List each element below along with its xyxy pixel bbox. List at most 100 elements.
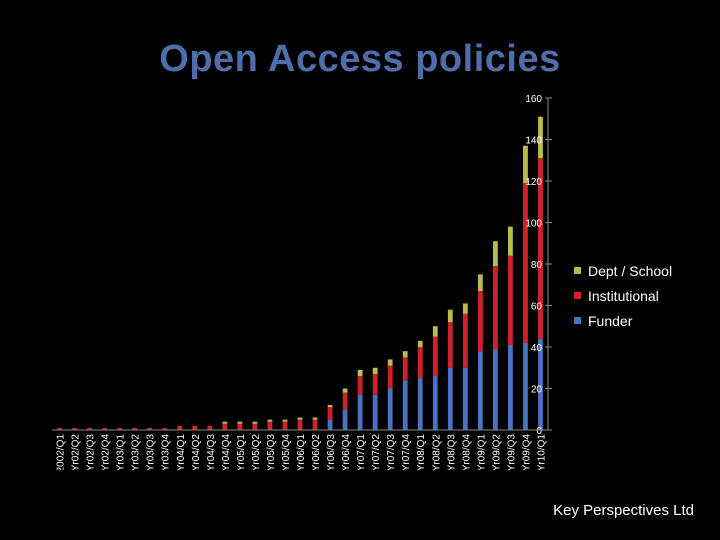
x-tick-label: Yr05/Q2 bbox=[251, 434, 262, 470]
bar-segment-institutional bbox=[447, 322, 453, 368]
bar-segment-funder bbox=[327, 419, 333, 430]
bar-segment-institutional bbox=[492, 266, 498, 350]
bar-segment-funder bbox=[508, 344, 513, 430]
bar-segment-institutional bbox=[252, 423, 258, 430]
x-tick-label: Yr07/Q3 bbox=[386, 434, 397, 470]
bar-segment-funder bbox=[462, 367, 468, 430]
legend-item-funder: Funder bbox=[574, 308, 672, 333]
y-tick-label: 0 bbox=[536, 426, 542, 437]
y-tick-label: 40 bbox=[531, 343, 543, 354]
bar-segment-institutional bbox=[237, 423, 243, 430]
x-tick-label: Yr04/Q4 bbox=[221, 434, 232, 470]
bar-segment-funder bbox=[523, 342, 528, 430]
x-tick-label: Yr04/Q1 bbox=[176, 434, 187, 470]
bar-segment-dept-school bbox=[462, 303, 468, 314]
bar-segment-funder bbox=[477, 351, 483, 430]
bar-segment-institutional bbox=[102, 427, 108, 430]
x-tick-label: Yr08/Q3 bbox=[446, 434, 457, 470]
x-axis: Y2002/Q1 Yr02/Q2 Yr02/Q3 Yr02/Q4 Yr03/Q1 Yr03… bbox=[52, 429, 548, 470]
x-tick-label: Y2002/Q1 bbox=[56, 434, 67, 470]
bar-segment-dept-school bbox=[417, 340, 423, 347]
y-tick-label: 120 bbox=[525, 177, 542, 188]
bar-segment-dept-school bbox=[357, 369, 363, 377]
x-tick-label: Yr06/Q3 bbox=[326, 434, 337, 470]
x-tick-label: Yr10/Q1 bbox=[536, 434, 547, 470]
y-tick-label: 100 bbox=[525, 219, 542, 230]
x-tick-label: Yr08/Q1 bbox=[416, 434, 427, 470]
bar-segment-institutional bbox=[312, 419, 318, 430]
x-tick-label: Yr06/Q2 bbox=[311, 434, 322, 470]
bar-segment-funder bbox=[492, 349, 498, 430]
x-tick-label: Yr08/Q2 bbox=[431, 434, 442, 470]
bar-segment-dept-school bbox=[222, 421, 228, 424]
x-tick-label: Yr07/Q1 bbox=[356, 434, 367, 470]
x-tick-label: Yr02/Q3 bbox=[86, 434, 97, 470]
bar-segment-dept-school bbox=[297, 417, 303, 420]
x-tick-label: Yr07/Q2 bbox=[371, 434, 382, 470]
bar-segment-dept-school bbox=[387, 359, 393, 366]
legend-swatch-funder bbox=[574, 317, 581, 324]
y-tick-label: 60 bbox=[531, 302, 543, 313]
x-tick-label: Yr09/Q2 bbox=[491, 434, 502, 470]
y-tick-label: 140 bbox=[525, 136, 542, 147]
x-tick-label: Yr07/Q4 bbox=[401, 434, 412, 470]
bar-segment-institutional bbox=[387, 365, 393, 389]
x-tick-label: Yr02/Q2 bbox=[71, 434, 82, 470]
bar-segment-institutional bbox=[132, 427, 138, 430]
legend-item-dept-school: Dept / School bbox=[574, 258, 672, 283]
legend-label-institutional: Institutional bbox=[588, 287, 659, 304]
bar-segment-institutional bbox=[523, 183, 528, 343]
bar-segment-institutional bbox=[72, 427, 77, 430]
bar-segment-institutional bbox=[282, 421, 288, 430]
legend-swatch-institutional bbox=[574, 292, 581, 299]
x-tick-label: Yr03/Q3 bbox=[146, 434, 157, 470]
bar-segment-dept-school bbox=[312, 417, 318, 420]
bar-segment-institutional bbox=[342, 392, 348, 410]
bar-segment-institutional bbox=[327, 407, 333, 420]
bar-segment-dept-school bbox=[327, 405, 333, 408]
legend-swatch-dept-school bbox=[574, 267, 581, 274]
x-tick-label: Yr09/Q1 bbox=[476, 434, 487, 470]
bar-segment-institutional bbox=[357, 376, 363, 395]
bar-segment-dept-school bbox=[492, 241, 498, 267]
x-tick-label: Yr05/Q4 bbox=[281, 434, 292, 470]
bar-segment-dept-school bbox=[252, 421, 258, 424]
bar-segment-institutional bbox=[117, 427, 123, 430]
bar-segment-funder bbox=[342, 409, 348, 430]
bar-segment-institutional bbox=[417, 347, 423, 379]
bar-segment-institutional bbox=[87, 427, 92, 430]
bar-segment-dept-school bbox=[402, 351, 408, 358]
bar-segment-dept-school bbox=[342, 388, 348, 393]
x-tick-label: Yr09/Q4 bbox=[521, 434, 532, 470]
bar-segment-institutional bbox=[207, 425, 213, 430]
bar-segment-institutional bbox=[538, 158, 543, 339]
bar-segment-institutional bbox=[432, 336, 438, 377]
bar-segment-institutional bbox=[372, 373, 378, 395]
bar-segment-dept-school bbox=[282, 419, 288, 422]
bar-segment-institutional bbox=[222, 423, 228, 430]
bar-segment-institutional bbox=[477, 290, 483, 352]
y-tick-label: 160 bbox=[525, 94, 542, 105]
bar-segment-dept-school bbox=[372, 367, 378, 374]
x-tick-label: Yr05/Q3 bbox=[266, 434, 277, 470]
bar-segment-institutional bbox=[177, 425, 183, 430]
legend-item-institutional: Institutional bbox=[574, 283, 672, 308]
bar-segment-funder bbox=[538, 338, 543, 430]
bar-segment-funder bbox=[402, 380, 408, 430]
x-tick-label: Yr08/Q4 bbox=[461, 434, 472, 470]
legend: Dept / School Institutional Funder bbox=[574, 258, 672, 333]
bar-segment-funder bbox=[372, 394, 378, 430]
bar-segment-institutional bbox=[192, 425, 198, 430]
bar-segment-funder bbox=[447, 367, 453, 430]
page-title: Open Access policies bbox=[159, 38, 561, 80]
bar-segment-dept-school bbox=[447, 309, 453, 323]
bar-segment-dept-school bbox=[237, 421, 243, 424]
bar-segment-dept-school bbox=[267, 419, 273, 422]
bar-segment-institutional bbox=[462, 313, 468, 368]
bar-segment-funder bbox=[387, 388, 393, 430]
x-tick-label: Yr06/Q4 bbox=[341, 434, 352, 470]
footer-credit: Key Perspectives Ltd bbox=[553, 502, 694, 519]
y-tick-label: 80 bbox=[531, 260, 543, 271]
x-tick-label: Yr03/Q1 bbox=[116, 434, 127, 470]
legend-label-dept-school: Dept / School bbox=[588, 262, 673, 279]
